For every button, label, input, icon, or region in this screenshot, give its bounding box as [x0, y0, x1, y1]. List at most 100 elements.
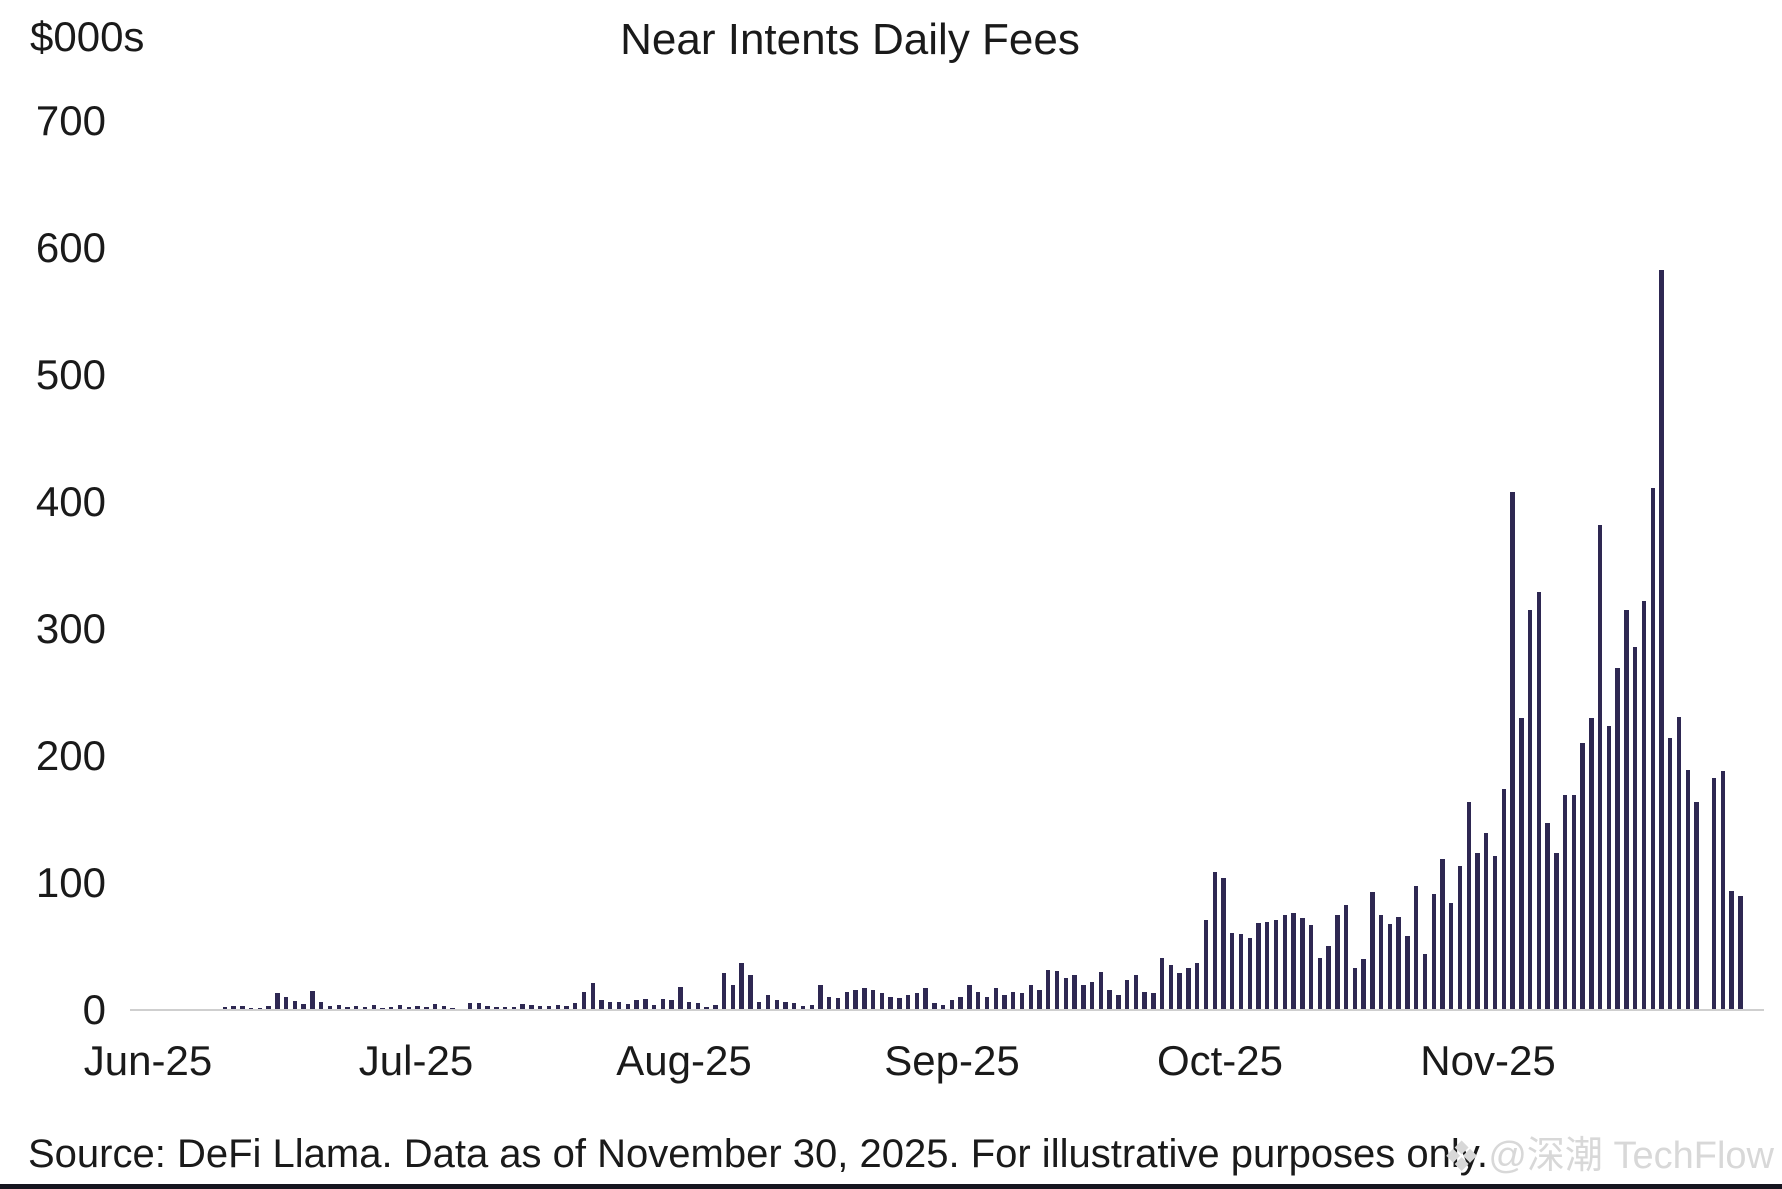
daily-fee-bar — [1142, 991, 1147, 1010]
bottom-border-rule — [0, 1184, 1782, 1189]
daily-fee-bar — [1124, 980, 1130, 1010]
daily-fee-bar — [371, 1004, 376, 1010]
watermark-diamond-icon: ❖ — [1442, 1133, 1481, 1180]
daily-fee-bar — [1089, 981, 1095, 1010]
daily-fee-bar — [1238, 934, 1244, 1010]
daily-fee-bar — [336, 1004, 341, 1010]
daily-fee-bar — [1081, 984, 1086, 1010]
daily-fee-bar — [967, 984, 972, 1010]
daily-fee-bar — [301, 1004, 306, 1010]
daily-fee-bar — [467, 1003, 473, 1010]
daily-fee-bar — [1203, 919, 1209, 1010]
daily-fee-bar — [1414, 885, 1419, 1010]
y-tick-label: 0 — [82, 986, 106, 1033]
y-tick-label: 700 — [35, 97, 106, 144]
daily-fee-bar — [783, 1001, 788, 1010]
daily-fee-bar — [1694, 801, 1699, 1010]
daily-fee-bar — [581, 991, 587, 1010]
daily-fee-bar — [1011, 991, 1016, 1010]
daily-fee-bar — [397, 1005, 403, 1010]
daily-fee-bar — [406, 1006, 411, 1010]
daily-fee-bar — [976, 991, 981, 1010]
daily-fee-bar — [1475, 852, 1480, 1010]
daily-fee-bar — [1510, 491, 1515, 1010]
daily-fee-bar — [1589, 717, 1594, 1010]
daily-fee-bar — [721, 973, 727, 1010]
daily-fee-bar — [1492, 856, 1498, 1010]
daily-fee-bar — [634, 999, 639, 1010]
chart-title: Near Intents Daily Fees — [620, 15, 1080, 64]
daily-fee-bar — [669, 999, 674, 1010]
daily-fee-bar — [949, 999, 955, 1010]
daily-fee-bar — [1562, 795, 1568, 1010]
daily-fee-bar — [555, 1005, 560, 1010]
daily-fee-bar — [275, 993, 280, 1010]
daily-fee-bar — [1440, 858, 1445, 1010]
daily-fee-bar — [1256, 923, 1261, 1010]
daily-fee-bar — [1501, 789, 1506, 1010]
daily-fee-bar — [774, 999, 779, 1010]
daily-fee-bar — [1676, 716, 1682, 1010]
daily-fee-bar — [1133, 974, 1139, 1010]
daily-fee-bar — [283, 997, 289, 1010]
daily-fee-bar — [345, 1006, 350, 1010]
daily-fee-bar — [222, 1007, 228, 1010]
daily-fee-bar — [625, 1003, 630, 1010]
daily-fee-bar — [678, 986, 683, 1010]
daily-fee-bar — [1230, 933, 1235, 1010]
daily-fee-bar — [1343, 904, 1349, 1010]
daily-fee-bar — [354, 1006, 359, 1010]
daily-fee-bar — [1606, 725, 1612, 1010]
daily-fee-bar — [1387, 923, 1393, 1010]
daily-fee-bar — [310, 990, 315, 1010]
daily-fee-bar — [792, 1003, 797, 1010]
daily-fee-bar — [1729, 890, 1734, 1010]
daily-fee-bar — [240, 1006, 245, 1010]
daily-fee-bar — [1116, 995, 1121, 1010]
daily-fee-bar — [1177, 973, 1182, 1010]
daily-fee-bar — [573, 1003, 578, 1010]
daily-fee-bar — [940, 1005, 946, 1010]
daily-fee-bar — [441, 1006, 447, 1010]
daily-fee-bar — [1046, 969, 1051, 1010]
daily-fee-bar — [827, 996, 832, 1010]
daily-fee-bar — [529, 1005, 534, 1010]
daily-fee-bar — [1352, 968, 1358, 1010]
daily-fee-bar — [1554, 852, 1559, 1010]
daily-fee-bar — [1247, 938, 1252, 1010]
daily-fee-bar — [757, 1001, 762, 1010]
x-tick-label: Nov-25 — [1420, 1037, 1556, 1084]
daily-fee-bar — [616, 1001, 622, 1010]
daily-fee-bar — [1361, 959, 1366, 1010]
daily-fee-bar — [1072, 974, 1077, 1010]
daily-fee-bar — [853, 990, 858, 1010]
daily-fee-bar — [266, 1005, 271, 1010]
daily-fee-bar — [765, 995, 771, 1010]
daily-fee-bar — [327, 1006, 333, 1010]
daily-fee-bar — [1151, 993, 1156, 1010]
daily-fee-bar — [1370, 891, 1375, 1010]
daily-fee-bar — [599, 999, 604, 1010]
daily-fee-bar — [1641, 601, 1647, 1010]
daily-fee-bar — [1650, 488, 1655, 1010]
y-tick-label: 300 — [35, 605, 106, 652]
daily-fee-bar — [362, 1007, 368, 1010]
daily-fee-bar — [730, 984, 736, 1010]
daily-fee-bar — [809, 1005, 814, 1010]
daily-fee-bar — [1028, 984, 1033, 1010]
daily-fee-bar — [608, 1001, 613, 1010]
daily-fee-bar — [1633, 646, 1638, 1010]
daily-fee-bar — [1519, 717, 1524, 1010]
daily-fee-bar — [415, 1006, 420, 1010]
daily-fee-bar — [818, 984, 823, 1010]
daily-fee-bar — [1685, 769, 1690, 1010]
daily-fee-bar — [905, 995, 911, 1010]
daily-fee-bar — [958, 996, 963, 1010]
daily-fee-bar — [686, 1001, 692, 1010]
daily-fee-bar — [1615, 668, 1620, 1010]
x-tick-label: Jul-25 — [358, 1037, 474, 1084]
daily-fee-bar — [879, 993, 885, 1010]
y-tick-label: 200 — [35, 732, 106, 779]
daily-fee-bar — [660, 998, 666, 1010]
daily-fee-bar — [1037, 990, 1042, 1010]
